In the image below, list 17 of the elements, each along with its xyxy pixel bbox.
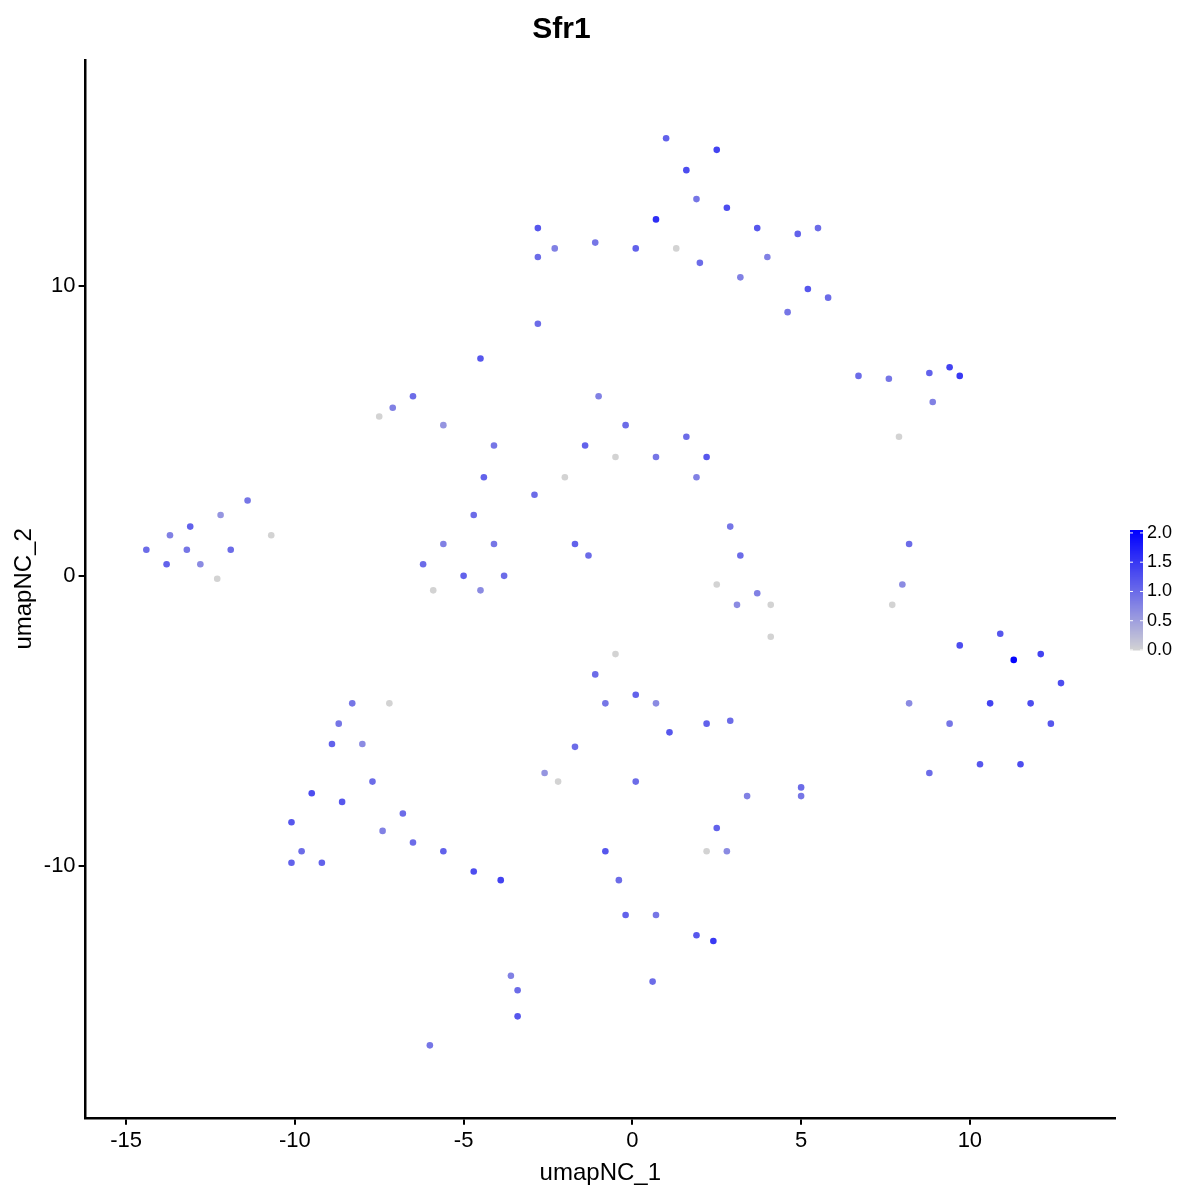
y-tick-label: 0 <box>63 561 76 587</box>
x-tick-label: 0 <box>626 1127 639 1153</box>
x-tick-label: -15 <box>110 1127 142 1153</box>
y-axis-title: umapNC_2 <box>9 528 37 650</box>
color-bar-label: 2.0 <box>1147 521 1173 542</box>
color-bar-label: 1.0 <box>1147 580 1173 601</box>
y-tick-label: 10 <box>51 272 76 298</box>
x-tick-label: 5 <box>794 1127 808 1153</box>
color-bar-label: 0.0 <box>1147 638 1173 659</box>
x-axis-title: umapNC_1 <box>539 1158 661 1186</box>
x-tick-label: -10 <box>278 1127 311 1153</box>
chart-title: Sfr1 <box>532 11 591 45</box>
y-tick-label: -10 <box>43 851 76 877</box>
color-bar-label: 1.5 <box>1147 551 1173 572</box>
x-tick-label: 10 <box>957 1127 983 1153</box>
x-tick-label: -5 <box>453 1127 474 1153</box>
color-bar-label: 0.5 <box>1147 609 1173 630</box>
